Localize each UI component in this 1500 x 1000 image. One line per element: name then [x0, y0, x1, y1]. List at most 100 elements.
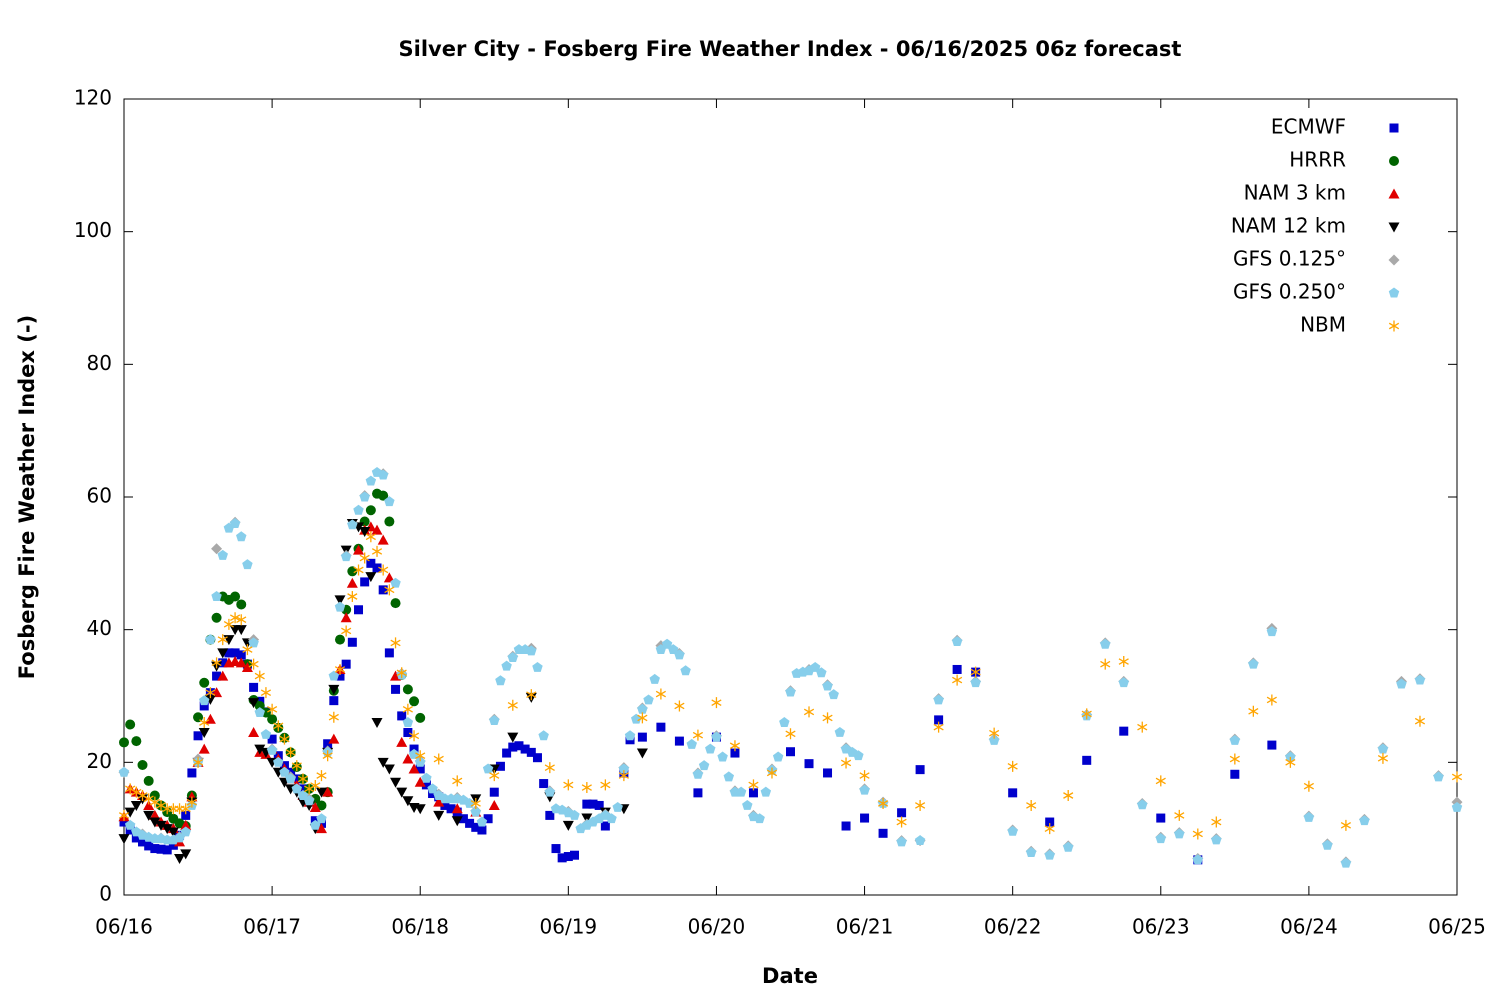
data-point [600, 821, 610, 831]
data-point [458, 814, 468, 824]
data-point [322, 750, 333, 762]
x-tick-label: 06/18 [391, 915, 449, 939]
data-point [298, 784, 308, 794]
data-point [150, 844, 160, 854]
data-point [433, 753, 444, 765]
data-point [502, 748, 512, 758]
data-point [1044, 849, 1055, 860]
legend-marker [1389, 156, 1399, 166]
data-point [353, 544, 365, 555]
data-point [359, 552, 370, 564]
data-point [581, 782, 592, 794]
data-point [156, 844, 166, 854]
data-point [1451, 771, 1463, 783]
data-point [637, 703, 648, 714]
data-point [383, 572, 395, 583]
data-point [254, 700, 265, 711]
data-point [260, 728, 272, 739]
data-point [124, 807, 136, 818]
data-point [514, 741, 524, 751]
data-point [335, 671, 345, 681]
x-tick-label: 06/23 [1132, 915, 1190, 939]
data-point [390, 577, 401, 588]
data-point [1451, 801, 1463, 812]
data-point [371, 718, 383, 729]
data-point [711, 731, 722, 742]
data-point [933, 694, 944, 705]
data-point [693, 788, 703, 798]
data-point [1100, 658, 1111, 670]
data-point [161, 824, 173, 835]
data-point [1155, 775, 1166, 787]
data-point [211, 543, 223, 555]
data-point [254, 670, 265, 682]
data-point [989, 727, 1000, 739]
data-point [347, 637, 357, 647]
data-point [785, 686, 796, 697]
x-tick-label: 06/20 [688, 915, 746, 939]
data-point [248, 637, 259, 648]
data-point [532, 753, 542, 763]
data-point [236, 599, 247, 610]
data-point [428, 789, 438, 799]
data-point [267, 703, 278, 715]
data-point [1026, 799, 1037, 811]
data-point [181, 810, 191, 820]
data-point [316, 800, 327, 811]
data-point [748, 788, 758, 798]
x-tick-label: 06/19 [540, 915, 598, 939]
data-point [674, 700, 685, 712]
data-point [637, 732, 647, 742]
data-point [823, 768, 833, 778]
data-point [1100, 638, 1111, 649]
data-point [477, 825, 487, 835]
data-point [316, 813, 327, 824]
data-point [606, 813, 617, 824]
data-point [934, 715, 944, 725]
data-point [742, 799, 753, 810]
data-point [1063, 790, 1074, 801]
data-point [970, 666, 981, 678]
data-point [124, 819, 136, 830]
data-point [229, 518, 241, 528]
data-point [520, 744, 530, 754]
data-point [465, 818, 475, 828]
data-point [192, 756, 204, 768]
data-point [1007, 760, 1018, 772]
data-point [1082, 755, 1092, 765]
data-point [341, 625, 352, 637]
data-point [131, 833, 141, 843]
data-point [674, 649, 685, 660]
legend-label: GFS 0.250° [1233, 280, 1346, 304]
data-point [322, 786, 334, 797]
data-point [205, 634, 216, 645]
data-point [144, 841, 154, 851]
data-point [347, 566, 358, 577]
data-point [414, 776, 426, 787]
data-point [557, 853, 567, 863]
data-point [655, 688, 666, 700]
data-point [896, 836, 907, 847]
data-point [471, 822, 481, 832]
data-point [594, 800, 604, 810]
data-point [149, 817, 161, 828]
y-tick-label: 0 [99, 882, 112, 906]
data-point [1007, 825, 1018, 836]
data-point [668, 644, 679, 655]
data-point [384, 648, 394, 658]
data-point [248, 698, 260, 709]
data-point [403, 727, 413, 737]
data-point [1008, 788, 1018, 798]
data-point [803, 706, 815, 718]
data-point [476, 816, 488, 827]
data-point [1062, 841, 1074, 852]
data-point [328, 684, 340, 695]
data-point [483, 814, 493, 824]
data-point [1081, 708, 1092, 720]
data-point [292, 774, 302, 784]
data-point [236, 650, 246, 660]
data-point [273, 756, 284, 767]
data-point [582, 799, 592, 809]
data-point [760, 786, 772, 797]
data-point [198, 695, 210, 706]
